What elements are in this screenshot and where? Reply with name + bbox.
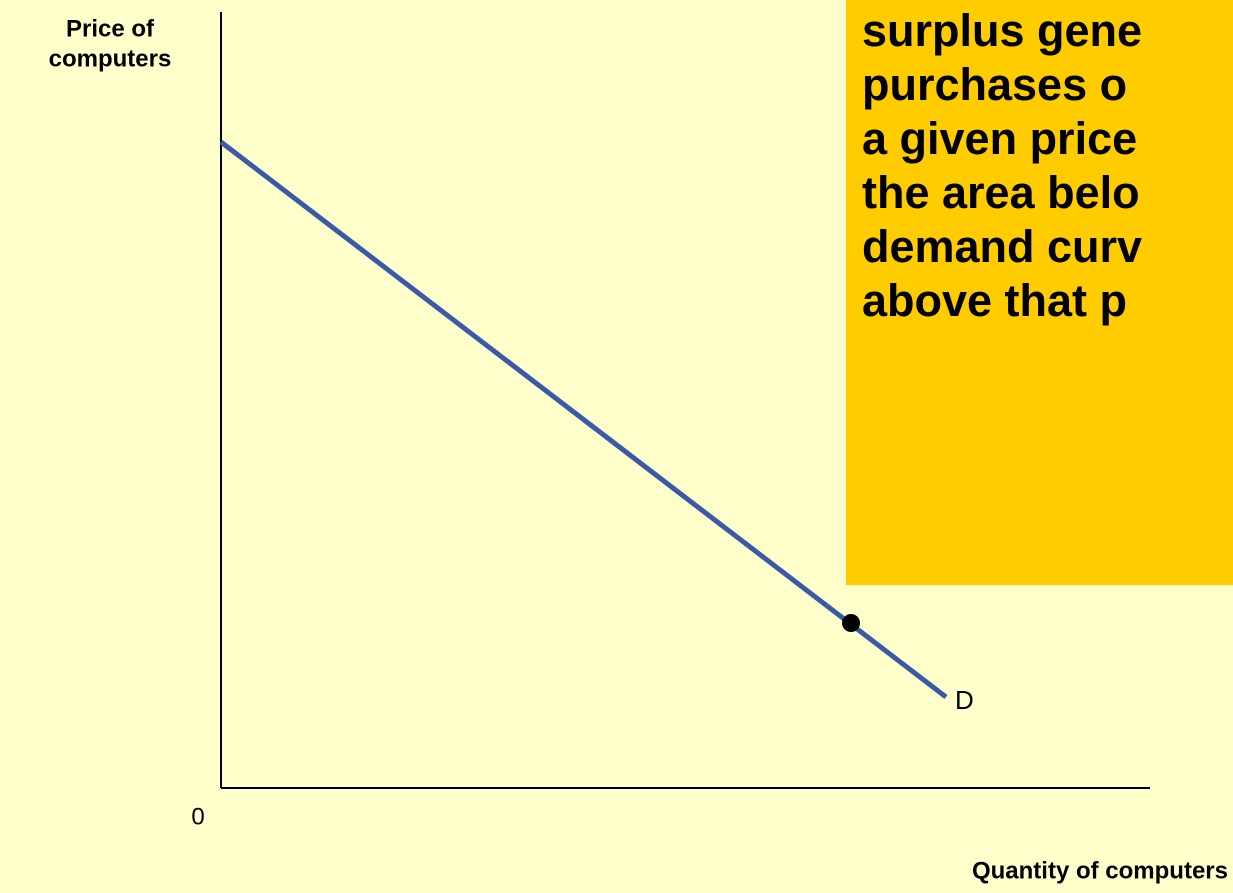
callout-box <box>846 0 1233 585</box>
y-axis-label: Price of <box>66 15 155 42</box>
origin-label: 0 <box>191 803 204 830</box>
curve-label: D <box>955 685 974 715</box>
callout-line: surplus gene <box>862 5 1142 56</box>
y-axis-label: computers <box>49 45 172 72</box>
callout-line: the area belo <box>862 167 1140 218</box>
point <box>842 614 860 632</box>
callout-line: purchases o <box>862 59 1127 110</box>
demand-curve <box>219 140 948 699</box>
callout-line: above that p <box>862 275 1127 326</box>
callout-line: a given price <box>862 113 1137 164</box>
callout-line: demand curv <box>862 221 1142 272</box>
x-axis-label: Quantity of computers <box>972 857 1228 884</box>
